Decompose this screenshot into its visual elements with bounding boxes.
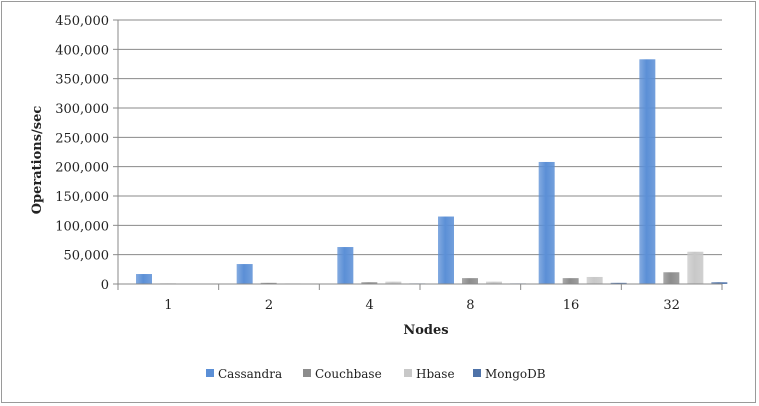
bar-cassandra-2 bbox=[236, 264, 253, 284]
bar-hbase-16 bbox=[586, 276, 603, 284]
y-tick-label: 350,000 bbox=[55, 73, 109, 88]
bar-cassandra-1 bbox=[136, 274, 152, 284]
bar-couchbase-16 bbox=[562, 278, 579, 284]
y-tick-label: 150,000 bbox=[55, 190, 109, 205]
bar-cassandra-32 bbox=[639, 59, 656, 284]
y-tick-labels: 0 50,000 100,000 150,000 200,000 250,000 300,0… bbox=[55, 14, 109, 293]
legend-label: Cassandra bbox=[218, 367, 282, 381]
y-tick-label: 300,000 bbox=[55, 102, 109, 117]
x-axis-title: Nodes bbox=[403, 323, 448, 338]
x-tick-label: 8 bbox=[466, 298, 474, 313]
bar-hbase-4 bbox=[385, 281, 402, 284]
bar-couchbase-4 bbox=[361, 282, 378, 284]
bar-couchbase-2 bbox=[260, 282, 277, 284]
x-tick-label: 16 bbox=[563, 298, 580, 313]
legend-item-hbase: Hbase bbox=[404, 367, 455, 381]
legend: Cassandra Couchbase Hbase MongoDB bbox=[206, 367, 546, 381]
x-tick-label: 1 bbox=[164, 298, 172, 313]
legend-item-couchbase: Couchbase bbox=[303, 367, 382, 381]
y-tick-label: 100,000 bbox=[55, 219, 109, 234]
x-tick-label: 2 bbox=[265, 298, 273, 313]
y-tick-label: 50,000 bbox=[64, 249, 110, 264]
y-tick-label: 200,000 bbox=[55, 161, 109, 176]
bar-couchbase-32 bbox=[663, 272, 680, 284]
x-tick-label: 32 bbox=[663, 298, 680, 313]
legend-swatch bbox=[404, 369, 412, 377]
x-tick-label: 4 bbox=[366, 298, 374, 313]
legend-swatch bbox=[206, 369, 214, 377]
bar-hbase-8 bbox=[486, 281, 502, 284]
legend-swatch bbox=[303, 369, 311, 377]
bar-cassandra-8 bbox=[438, 216, 454, 284]
x-tick-labels: 1 2 4 8 16 32 bbox=[164, 298, 680, 313]
legend-item-mongodb: MongoDB bbox=[473, 367, 546, 381]
y-tick-label: 450,000 bbox=[55, 14, 109, 29]
bar-mongodb-32 bbox=[711, 282, 728, 284]
gridlines bbox=[113, 19, 722, 285]
legend-item-cassandra: Cassandra bbox=[206, 367, 282, 381]
y-tick-label: 250,000 bbox=[55, 131, 109, 146]
bar-mongodb-16 bbox=[610, 282, 627, 284]
legend-label: MongoDB bbox=[485, 367, 546, 381]
y-tick-label: 400,000 bbox=[55, 43, 109, 58]
legend-label: Hbase bbox=[416, 367, 455, 381]
axes bbox=[117, 20, 723, 290]
y-axis-title: Operations/sec bbox=[30, 106, 45, 215]
bar-cassandra-16 bbox=[538, 161, 555, 284]
legend-swatch bbox=[473, 369, 481, 377]
bar-couchbase-8 bbox=[462, 278, 478, 284]
bar-cassandra-4 bbox=[337, 247, 354, 284]
bar-hbase-32 bbox=[687, 251, 704, 284]
y-tick-label: 0 bbox=[101, 278, 109, 293]
bars bbox=[136, 59, 728, 284]
legend-label: Couchbase bbox=[315, 367, 382, 381]
